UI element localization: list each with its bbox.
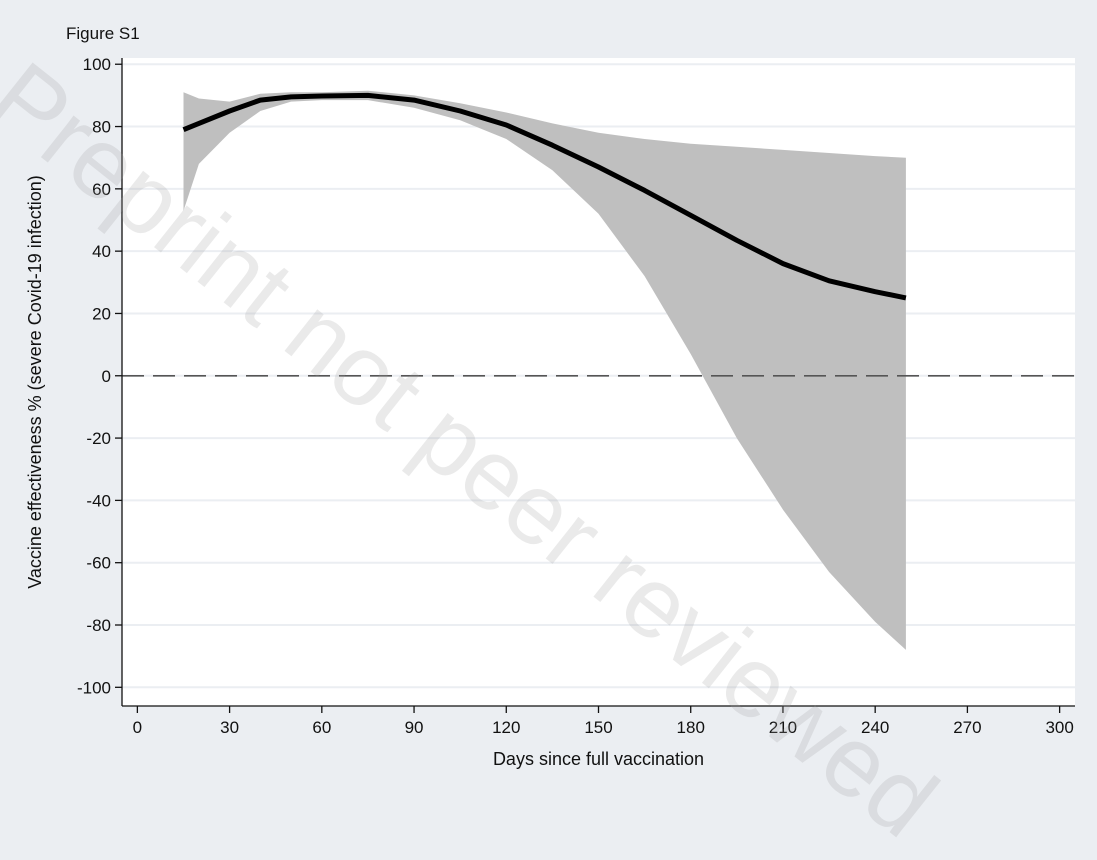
x-tick-label: 180 <box>677 718 705 737</box>
y-tick-label: 20 <box>92 304 111 323</box>
effectiveness-line-group <box>182 92 907 301</box>
x-tick-label: 150 <box>584 718 612 737</box>
figure-title: Figure S1 <box>66 24 140 43</box>
y-tick-label: 40 <box>92 242 111 261</box>
confidence-band <box>183 90 906 650</box>
x-tick-label: 270 <box>953 718 981 737</box>
chart: 100 80 60 40 20 0 -20 -40 -60 -80 -100 0 30 60 90 120 15… <box>25 55 1075 769</box>
y-tick-label: 60 <box>92 180 111 199</box>
y-tick-label: -40 <box>86 491 111 510</box>
x-tick-label: 0 <box>133 718 142 737</box>
axes: 100 80 60 40 20 0 -20 -40 -60 -80 -100 0 30 60 90 120 15… <box>77 55 1075 737</box>
x-tick-label: 60 <box>312 718 331 737</box>
y-tick-label: -100 <box>77 678 111 697</box>
x-tick-label: 240 <box>861 718 889 737</box>
x-axis-title: Days since full vaccination <box>493 749 704 769</box>
y-axis-title: Vaccine effectiveness % (severe Covid-19… <box>25 175 45 589</box>
x-tick-label: 30 <box>220 718 239 737</box>
x-tick-label: 120 <box>492 718 520 737</box>
y-tick-label: -80 <box>86 616 111 635</box>
y-tick-label: -20 <box>86 429 111 448</box>
y-tick-label: -60 <box>86 554 111 573</box>
x-tick-label: 300 <box>1045 718 1073 737</box>
x-tick-label: 210 <box>769 718 797 737</box>
x-tick-label: 90 <box>405 718 424 737</box>
confidence-band-group <box>183 90 906 650</box>
effectiveness-line <box>182 92 907 301</box>
y-tick-label: 100 <box>83 55 111 74</box>
y-tick-label: 0 <box>102 367 111 386</box>
y-tick-label: 80 <box>92 118 111 137</box>
